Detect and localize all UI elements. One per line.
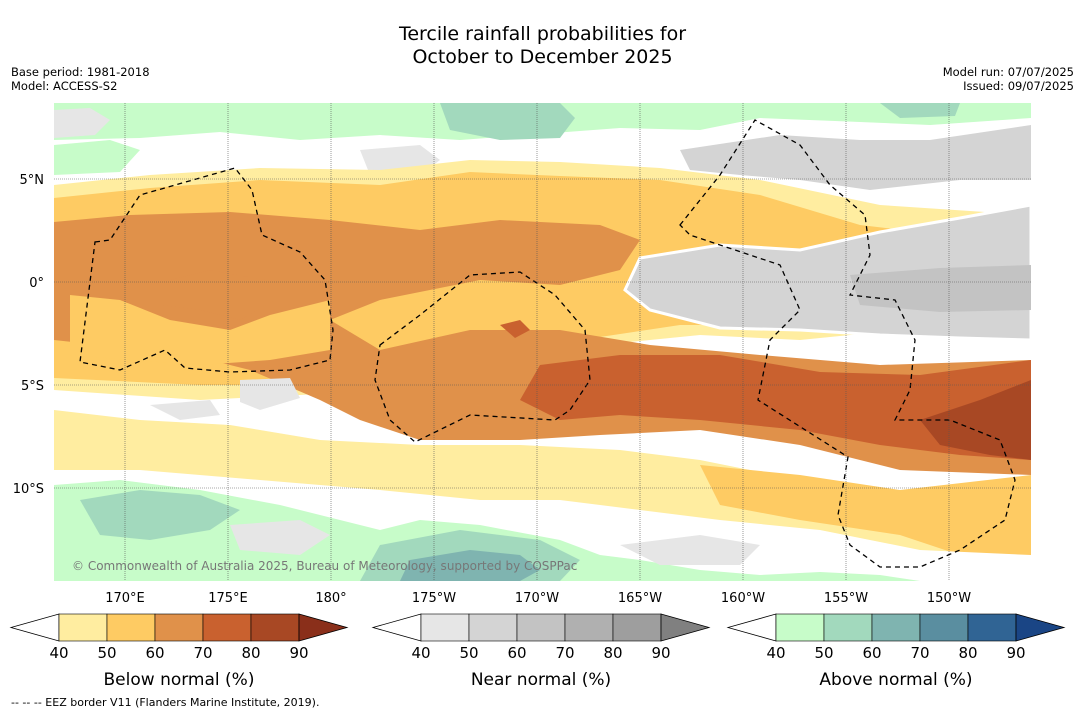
colorbar-segment bbox=[967, 613, 1017, 642]
colorbar-tick-label: 50 bbox=[814, 644, 833, 662]
colorbar-segment bbox=[919, 613, 969, 642]
map-area: © Commonwealth of Australia 2025, Bureau… bbox=[54, 103, 1031, 581]
colorbar-segment bbox=[202, 613, 252, 642]
issued-date: Issued: 09/07/2025 bbox=[963, 78, 1074, 93]
lon-label: 165°W bbox=[618, 591, 662, 606]
near-normal-patch-ne bbox=[680, 125, 1031, 190]
eez-borders bbox=[79, 119, 1016, 568]
model-run: Model run: 07/07/2025 bbox=[942, 65, 1074, 79]
near-normal-patch-sw1 bbox=[240, 378, 300, 410]
colorbar-tick-label: 90 bbox=[289, 644, 308, 662]
eez-footnote: -- -- -- EEZ border V11 (Flanders Marine… bbox=[11, 696, 320, 709]
colorbar-under-triangle bbox=[371, 613, 422, 642]
colorbar-tick-label: 70 bbox=[555, 644, 574, 662]
above-normal-region-south bbox=[54, 480, 920, 581]
lat-label: 5°N bbox=[20, 173, 45, 188]
colorbar-under-triangle bbox=[726, 613, 777, 642]
colorbar-title: Below normal (%) bbox=[104, 670, 255, 690]
colorbar-segment bbox=[564, 613, 614, 642]
colorbar-title: Near normal (%) bbox=[471, 670, 611, 690]
colorbar-segment bbox=[775, 613, 825, 642]
colorbar-tick-label: 60 bbox=[145, 644, 164, 662]
colorbar-tick-label: 80 bbox=[241, 644, 260, 662]
colorbar-segment bbox=[516, 613, 566, 642]
lon-label: 175°W bbox=[412, 591, 456, 606]
colorbar-tick-label: 40 bbox=[766, 644, 785, 662]
colorbar-tick-label: 90 bbox=[651, 644, 670, 662]
colorbar-segment bbox=[871, 613, 921, 642]
colorbar-title: Above normal (%) bbox=[819, 670, 972, 690]
above-normal-50-north bbox=[440, 103, 575, 140]
colorbar-tick-label: 90 bbox=[1006, 644, 1025, 662]
base-period: Base period: 1981-2018 bbox=[11, 65, 150, 79]
below-normal-70-patch-central bbox=[500, 320, 530, 338]
lon-label: 160°W bbox=[721, 591, 765, 606]
colorbar-under-triangle bbox=[9, 613, 60, 642]
longitude-labels: 170°E 175°E 180° 175°W 170°W 165°W 160°W… bbox=[105, 591, 971, 606]
colorbar-tick-label: 50 bbox=[97, 644, 116, 662]
below-normal-80-region-east bbox=[920, 380, 1031, 460]
colorbar-tick-label: 70 bbox=[193, 644, 212, 662]
latitude-labels: 5°N 0° 5°S 10°S bbox=[13, 173, 44, 497]
colorbar-segment bbox=[106, 613, 156, 642]
lat-label: 0° bbox=[29, 276, 44, 291]
lat-label: 5°S bbox=[21, 379, 44, 394]
colorbar-segment bbox=[154, 613, 204, 642]
copyright-credit: © Commonwealth of Australia 2025, Bureau… bbox=[72, 559, 577, 573]
below-normal-70-band bbox=[520, 355, 1031, 460]
lon-label: 170°E bbox=[105, 591, 145, 606]
colorbar-tick-label: 40 bbox=[49, 644, 68, 662]
colorbar-tick-label: 80 bbox=[958, 644, 977, 662]
colorbar-over-triangle bbox=[1015, 613, 1066, 642]
colorbar-segment bbox=[468, 613, 518, 642]
lon-label: 180° bbox=[315, 591, 346, 606]
lon-label: 150°W bbox=[927, 591, 971, 606]
lon-label: 175°E bbox=[208, 591, 248, 606]
eez-border-kiribati-line bbox=[679, 119, 1016, 568]
colorbar-over-triangle bbox=[298, 613, 349, 642]
eez-border-kiribati-gilbert bbox=[79, 167, 334, 373]
chart-title-line1: Tercile rainfall probabilities for bbox=[398, 23, 687, 45]
below-normal-50-pocket-west bbox=[70, 295, 330, 365]
colorbar-segment bbox=[420, 613, 470, 642]
model-name: Model: ACCESS-S2 bbox=[11, 78, 118, 93]
colorbar-segment bbox=[823, 613, 873, 642]
colorbar-over-triangle bbox=[660, 613, 711, 642]
above-normal-50-north-east bbox=[880, 103, 960, 118]
chart-title-line2: October to December 2025 bbox=[412, 46, 673, 68]
lon-label: 155°W bbox=[824, 591, 868, 606]
near-normal-patch-sw2 bbox=[150, 400, 220, 420]
colorbar-tick-label: 50 bbox=[459, 644, 478, 662]
lat-label: 10°S bbox=[13, 482, 44, 497]
colorbar-tick-label: 60 bbox=[862, 644, 881, 662]
graticule bbox=[54, 103, 1031, 581]
colorbar: 40 50 60 70 80 90 Near normal (%) bbox=[371, 613, 711, 690]
above-normal-region-nw bbox=[54, 140, 140, 175]
below-normal-60-pocket-west bbox=[150, 270, 275, 320]
above-normal-50-south bbox=[80, 490, 240, 540]
colorbar-tick-label: 60 bbox=[507, 644, 526, 662]
meta-right: Model run: 07/07/2025 Issued: 09/07/2025 bbox=[942, 65, 1074, 93]
near-normal-patch-south bbox=[230, 520, 330, 555]
near-normal-patch-south-e bbox=[620, 535, 760, 565]
colorbar: 40 50 60 70 80 90 Below normal (%) bbox=[9, 613, 349, 690]
below-normal-50-south-east bbox=[700, 465, 1031, 560]
colorbar-tick-label: 70 bbox=[910, 644, 929, 662]
lon-label: 170°W bbox=[515, 591, 559, 606]
colorbar-segment bbox=[612, 613, 662, 642]
near-normal-patch-nw bbox=[54, 108, 110, 138]
colorbar-tick-label: 80 bbox=[603, 644, 622, 662]
colorbar: 40 50 60 70 80 90 Above normal (%) bbox=[726, 613, 1066, 690]
colorbar-segment bbox=[58, 613, 108, 642]
colorbar-segment bbox=[250, 613, 300, 642]
above-normal-60-south bbox=[400, 550, 540, 581]
colorbars: 40 50 60 70 80 90 Below normal (%) 40 50 60 70 80 90… bbox=[9, 613, 1066, 690]
colorbar-tick-label: 40 bbox=[411, 644, 430, 662]
meta-left: Base period: 1981-2018 Model: ACCESS-S2 bbox=[11, 65, 150, 93]
